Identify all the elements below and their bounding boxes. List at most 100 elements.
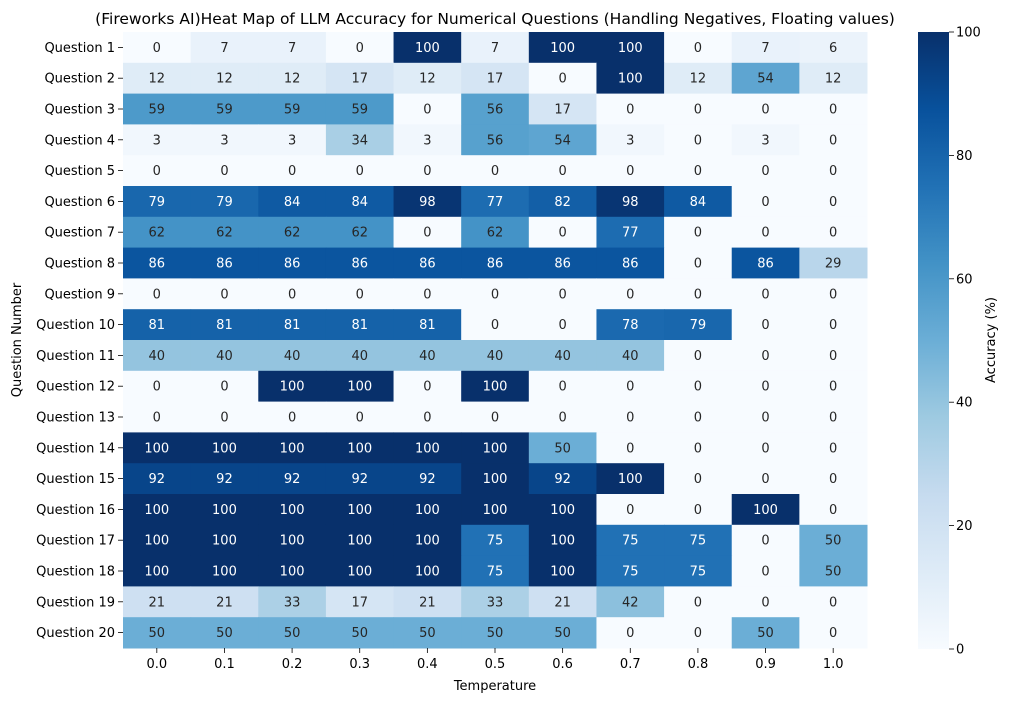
cell-value-label: 0 [558, 164, 566, 179]
heatmap-cell [258, 309, 327, 341]
cell-value-label: 0 [694, 626, 702, 641]
cell-value-label: 100 [415, 441, 440, 456]
cell-value-label: 0 [220, 380, 228, 395]
cell-value-label: 100 [347, 565, 372, 580]
cell-value-label: 62 [284, 226, 301, 241]
cell-value-label: 21 [216, 595, 233, 610]
heatmap-cell [123, 586, 192, 618]
cell-value-label: 81 [216, 318, 233, 333]
cell-value-label: 0 [356, 41, 364, 56]
heatmap-cell [731, 155, 800, 187]
cell-value-label: 92 [351, 472, 368, 487]
cell-value-label: 75 [690, 565, 707, 580]
heatmap-cell [325, 586, 395, 618]
cell-value-label: 81 [149, 318, 166, 333]
cell-value-label: 3 [220, 133, 228, 148]
y-tick-label: Question 7 [44, 226, 115, 241]
cell-value-label: 3 [288, 133, 296, 148]
heatmap-cell [393, 278, 462, 310]
y-tick-label: Question 9 [44, 287, 115, 302]
cell-value-label: 40 [487, 349, 504, 364]
cell-value-label: 86 [284, 257, 301, 272]
heatmap-cell [799, 432, 868, 464]
heatmap-cell [731, 370, 800, 403]
heatmap-cell [596, 340, 665, 372]
heatmap-cell [664, 370, 733, 403]
cell-value-label: 0 [761, 411, 769, 426]
heatmap-cell [190, 494, 259, 526]
heatmap-cell [325, 494, 395, 526]
cell-value-label: 0 [423, 164, 431, 179]
heatmap-cell [325, 370, 395, 403]
cell-value-label: 0 [761, 103, 769, 118]
cell-value-label: 40 [284, 349, 301, 364]
heatmap-cell [799, 586, 868, 618]
heatmap-cell [528, 370, 597, 403]
cell-value-label: 92 [554, 472, 571, 487]
heatmap-cell [123, 93, 192, 125]
heatmap-cell [596, 432, 665, 464]
heatmap-cell [596, 463, 665, 495]
cell-value-label: 0 [761, 595, 769, 610]
cell-value-label: 98 [419, 195, 436, 210]
colorbar-tick-label: 100 [956, 26, 981, 41]
cell-value-label: 50 [351, 626, 368, 641]
x-tick-label: 0.6 [552, 657, 573, 672]
y-tick-label: Question 20 [36, 626, 115, 641]
heatmap-cell [664, 62, 733, 95]
heatmap-cell [731, 278, 800, 310]
y-tick-label: Question 17 [36, 534, 115, 549]
cell-value-label: 92 [216, 472, 233, 487]
heatmap-cell [123, 432, 192, 464]
cell-value-label: 0 [491, 287, 499, 302]
heatmap-cell [596, 247, 665, 279]
heatmap-cell [325, 555, 395, 587]
heatmap-cell [664, 124, 733, 156]
cell-value-label: 81 [351, 318, 368, 333]
heatmap-cell [461, 309, 530, 341]
heatmap-cell [123, 155, 192, 187]
heatmap-cell [190, 247, 259, 279]
heatmap-cell [596, 155, 665, 187]
cell-value-label: 86 [351, 257, 368, 272]
heatmap-cell [325, 432, 395, 464]
heatmap-cell [461, 494, 530, 526]
cell-value-label: 12 [690, 72, 707, 87]
cell-value-label: 98 [622, 195, 639, 210]
cell-value-label: 56 [487, 133, 504, 148]
cell-value-label: 21 [149, 595, 166, 610]
heatmap-cell [731, 32, 800, 64]
cell-value-label: 0 [694, 257, 702, 272]
heatmap-cell [461, 586, 530, 618]
heatmap-cell [731, 432, 800, 464]
cell-value-label: 0 [626, 411, 634, 426]
cell-value-label: 84 [690, 195, 707, 210]
heatmap-cell [731, 62, 800, 95]
heatmap-cell [528, 32, 597, 64]
heatmap-cell [393, 617, 462, 649]
heatmap-cell [190, 432, 259, 464]
heatmap-cell [731, 617, 800, 649]
y-tick-label: Question 6 [44, 195, 115, 210]
y-tick-label: Question 4 [44, 133, 115, 148]
heatmap-cell [325, 463, 395, 495]
heatmap-cell [461, 432, 530, 464]
cell-value-label: 82 [554, 195, 571, 210]
cell-value-label: 100 [415, 534, 440, 549]
heatmap-cell [190, 340, 259, 372]
heatmap-cell [731, 463, 800, 495]
heatmap-cell [123, 247, 192, 279]
cell-value-label: 54 [757, 72, 774, 87]
heatmap-cell [190, 32, 259, 64]
x-tick-label: 0.2 [282, 657, 303, 672]
cell-value-label: 0 [694, 503, 702, 518]
heatmap-cell [596, 401, 665, 433]
cell-value-label: 0 [829, 103, 837, 118]
y-tick-label: Question 1 [44, 41, 115, 56]
heatmap-cell [731, 124, 800, 156]
heatmap-cell [596, 32, 665, 64]
cell-value-label: 12 [825, 72, 842, 87]
cell-value-label: 100 [415, 503, 440, 518]
cell-value-label: 86 [216, 257, 233, 272]
